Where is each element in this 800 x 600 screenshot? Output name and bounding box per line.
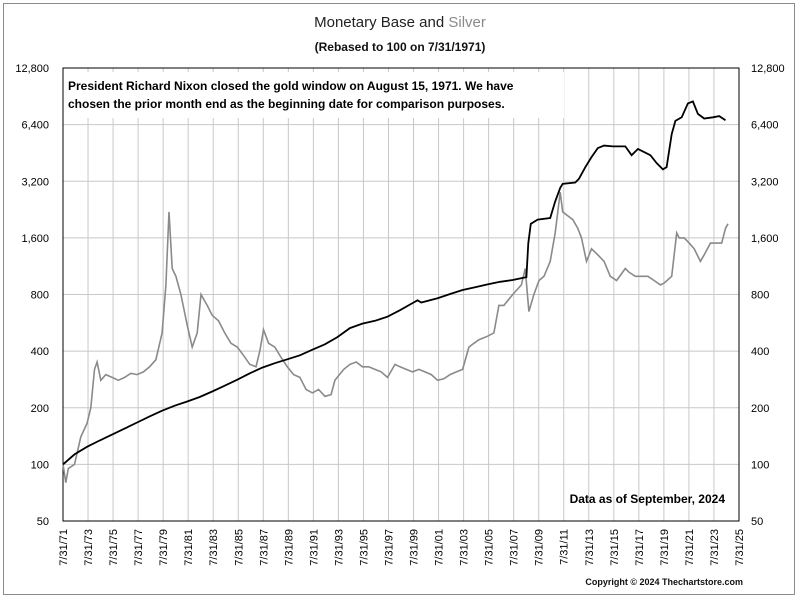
chart-title-monetary-base: Monetary Base and (314, 14, 449, 31)
chart-title: Monetary Base and Silver (0, 14, 800, 31)
y-tick-label-left: 50 (37, 516, 49, 528)
y-tick-label-right: 50 (751, 516, 763, 528)
series-line-silver (62, 192, 729, 483)
x-tick-label: 7/31/75 (108, 529, 120, 566)
y-tick-label-left: 3,200 (21, 176, 49, 188)
x-tick-label: 7/31/11 (559, 529, 571, 565)
x-axis: 7/31/71 7/31/73 7/31/75 7/31/77 7/31/79 7/31/… (58, 529, 746, 566)
x-tick-label: 7/31/91 (308, 529, 320, 566)
x-tick-label: 7/31/13 (584, 529, 596, 566)
y-tick-label-left: 800 (31, 290, 49, 302)
x-tick-label: 7/31/23 (709, 529, 721, 566)
chart-subtitle: (Rebased to 100 on 7/31/1971) (314, 40, 486, 54)
x-tick-label: 7/31/05 (484, 529, 496, 566)
x-tick-label: 7/31/01 (434, 529, 446, 566)
x-tick-label: 7/31/97 (383, 529, 395, 566)
x-tick-label: 7/31/77 (133, 529, 145, 566)
y-tick-label-right: 12,800 (751, 63, 785, 75)
y-tick-label-right: 400 (751, 346, 769, 358)
x-tick-label: 7/31/19 (659, 529, 671, 566)
x-tick-label: 7/31/15 (609, 529, 621, 566)
x-tick-label: 7/31/71 (58, 529, 70, 566)
annotation-background (64, 72, 564, 118)
x-tick-label: 7/31/03 (459, 529, 471, 566)
x-tick-label: 7/31/21 (684, 529, 696, 566)
x-tick-label: 7/31/83 (208, 529, 220, 566)
copyright-text: Copyright © 2024 Thechartstore.com (585, 577, 743, 587)
x-tick-label: 7/31/79 (158, 529, 170, 566)
x-tick-label: 7/31/85 (233, 529, 245, 566)
x-tick-label: 7/31/93 (333, 529, 345, 566)
y-tick-label-left: 400 (31, 346, 49, 358)
y-axis-right: 50 100 200 400 800 1,600 3,200 6,400 12,800 (751, 63, 785, 528)
x-tick-label: 7/31/73 (83, 529, 95, 566)
x-tick-label: 7/31/99 (409, 529, 421, 566)
y-tick-label-right: 200 (751, 403, 769, 415)
x-tick-label: 7/31/87 (258, 529, 270, 566)
y-tick-label-left: 12,800 (15, 63, 49, 75)
x-tick-label: 7/31/81 (183, 529, 195, 566)
y-tick-label-left: 6,400 (21, 120, 49, 132)
chart-title-silver: Silver (448, 14, 486, 31)
x-tick-label: 7/31/09 (534, 529, 546, 566)
y-axis-left: 50 100 200 400 800 1,600 3,200 6,400 12,800 (15, 63, 49, 528)
x-tick-label: 7/31/17 (634, 529, 646, 566)
x-tick-label: 7/31/95 (358, 529, 370, 566)
y-tick-label-right: 100 (751, 459, 769, 471)
y-tick-label-right: 6,400 (751, 120, 779, 132)
y-tick-label-right: 800 (751, 290, 769, 302)
series-line-monetary-base (62, 100, 726, 466)
annotation-line-1: President Richard Nixon closed the gold … (68, 79, 514, 93)
y-tick-label-left: 1,600 (21, 233, 49, 245)
x-tick-label: 7/31/07 (509, 529, 521, 566)
plot-area-border (62, 67, 740, 522)
y-tick-label-left: 100 (31, 459, 49, 471)
x-tick-label: 7/31/89 (283, 529, 295, 566)
annotation-line-2: chosen the prior month end as the beginn… (68, 97, 505, 111)
y-tick-label-right: 1,600 (751, 233, 779, 245)
y-tick-label-right: 3,200 (751, 176, 779, 188)
x-tick-label: 7/31/25 (734, 529, 746, 566)
y-tick-label-left: 200 (31, 403, 49, 415)
data-date-note: Data as of September, 2024 (570, 492, 726, 506)
